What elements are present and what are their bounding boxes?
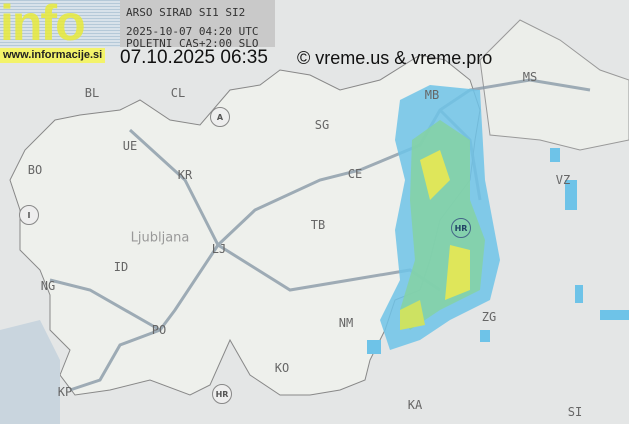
city-label: SG: [314, 118, 330, 132]
country-code-croatia: HR: [212, 384, 232, 404]
city-label: ZG: [481, 310, 497, 324]
city-label: NM: [338, 316, 354, 330]
radar-cell: [565, 180, 577, 210]
radar-core-north: [420, 150, 450, 200]
country-code-austria: A: [210, 107, 230, 127]
city-label: CL: [170, 86, 186, 100]
logo: info: [0, 0, 120, 51]
radar-echoes: [367, 85, 629, 354]
city-label: KO: [274, 361, 290, 375]
radar-cell: [575, 285, 583, 303]
copyright: © vreme.us & vreme.pro: [297, 48, 493, 68]
city-label: KP: [57, 385, 73, 399]
timestamp: 07.10.2025 06:35: [120, 47, 268, 68]
radar-cell: [480, 330, 490, 342]
radar-source: ARSO SIRAD SI1 SI2: [126, 6, 246, 19]
city-label: LJ: [211, 242, 227, 256]
city-label: CE: [347, 167, 363, 181]
city-label: SI: [567, 405, 583, 419]
city-label: ID: [113, 260, 129, 274]
radar-core-south: [445, 245, 470, 300]
logo-text: info: [0, 0, 86, 51]
city-label: NG: [40, 279, 56, 293]
city-label: KR: [177, 168, 193, 182]
capital-name: Ljubljana: [130, 230, 190, 246]
city-label: VZ: [555, 173, 571, 187]
local-time-note: POLETNI CAS+2:00 SLO: [126, 37, 259, 50]
radar-cell: [550, 148, 560, 162]
utc-time: 2025-10-07 04:20 UTC: [126, 25, 259, 38]
city-label: PO: [151, 323, 167, 337]
city-label: MS: [522, 70, 538, 84]
logo-url[interactable]: www.informacije.si: [0, 48, 106, 63]
city-label: BO: [27, 163, 43, 177]
city-label: BL: [84, 86, 100, 100]
city-label: KA: [407, 398, 423, 412]
city-label: TB: [310, 218, 326, 232]
radar-core-sw: [400, 300, 425, 330]
radar-cell: [600, 310, 629, 320]
country-code-italy: I: [19, 205, 39, 225]
country-code-croatia: HR: [451, 218, 471, 238]
city-label: MB: [424, 88, 440, 102]
radar-header: ARSO SIRAD SI1 SI2 2025-10-07 04:20 UTC …: [120, 0, 275, 50]
radar-cell: [367, 340, 381, 354]
city-label: UE: [122, 139, 138, 153]
sea: [0, 320, 60, 424]
